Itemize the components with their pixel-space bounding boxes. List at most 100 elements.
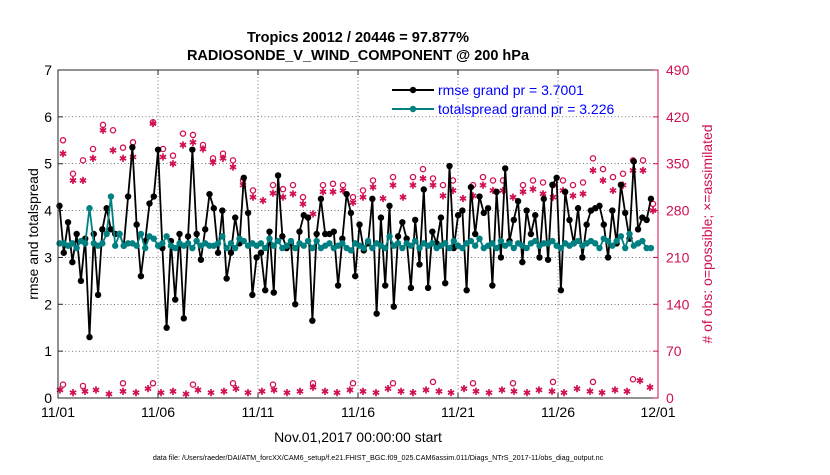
totalspread-point	[274, 237, 282, 245]
obs-assimilated-point	[269, 189, 277, 197]
rmse-point	[197, 256, 205, 263]
y-axis-label-left: rmse and totalspread	[25, 168, 41, 300]
obs-assimilated-stroke	[92, 387, 100, 393]
rmse-point	[124, 193, 132, 200]
totalspread-point	[399, 244, 406, 252]
obs-assimilated-point	[149, 119, 157, 128]
totalspread-point	[133, 242, 140, 249]
obs-assimilated-point	[609, 186, 617, 195]
rmse-point	[407, 284, 415, 292]
obs-possible-point	[329, 180, 337, 188]
rmse-point	[459, 207, 466, 214]
obs-assimilated-point	[59, 150, 67, 158]
rmse-point	[202, 226, 209, 233]
obs-assimilated-stroke	[207, 390, 215, 396]
obs-assimilated-stroke	[219, 155, 227, 161]
rmse-point	[347, 209, 355, 217]
totalspread-point	[506, 240, 513, 247]
obs-assimilated-stroke	[321, 388, 329, 394]
obs-assimilated-point	[499, 186, 507, 195]
obs-assimilated-stroke	[269, 190, 277, 196]
rmse-point	[232, 214, 239, 221]
obs-assimilated-point	[329, 188, 337, 196]
obs-assimilated-point	[389, 181, 397, 189]
obs-assimilated-stroke	[79, 177, 87, 183]
obs-assimilated-point	[459, 194, 467, 203]
obs-assimilated-point	[89, 154, 97, 162]
totalspread-point	[159, 240, 166, 247]
rmse-point	[403, 235, 410, 242]
totalspread-point	[193, 237, 200, 245]
obs-assimilated-point	[182, 390, 190, 398]
rmse-point	[604, 254, 612, 261]
x-tick-label: 11/11	[242, 404, 275, 420]
rmse-point	[304, 214, 312, 221]
rmse-point	[73, 230, 80, 238]
obs-assimilated-stroke	[447, 390, 455, 396]
totalspread-point	[107, 193, 115, 200]
obs-assimilated-point	[169, 160, 177, 168]
obs-assimilated-point	[586, 387, 594, 395]
totalspread-point	[103, 230, 110, 238]
totalspread-point	[326, 240, 333, 247]
obs-assimilated-stroke	[89, 155, 97, 161]
y-tick-label-left: 5	[44, 156, 52, 172]
y-tick-label-left: 0	[44, 390, 52, 406]
obs-assimilated-point	[523, 389, 531, 397]
obs-assimilated-stroke	[99, 127, 107, 133]
obs-possible-point	[59, 381, 67, 388]
obs-assimilated-stroke	[179, 142, 187, 148]
obs-assimilated-point	[207, 389, 215, 397]
obs-possible-point	[479, 173, 487, 181]
obs-assimilated-point	[296, 387, 304, 395]
totalspread-point	[407, 242, 415, 249]
rmse-point	[227, 249, 235, 256]
rmse-point	[86, 333, 93, 341]
totalspread-point	[626, 230, 633, 238]
obs-assimilated-stroke	[81, 388, 89, 394]
totalspread-point	[412, 237, 419, 245]
obs-assimilated-point	[409, 181, 417, 189]
obs-possible-point	[649, 200, 657, 208]
rmse-point	[180, 315, 187, 322]
rmse-point	[467, 183, 475, 191]
rmse-point	[206, 190, 213, 198]
obs-assimilated-stroke	[182, 391, 190, 397]
obs-possible-point	[389, 380, 397, 387]
rmse-point	[339, 235, 346, 242]
obs-assimilated-stroke	[144, 386, 152, 392]
obs-assimilated-stroke	[169, 388, 177, 394]
obs-assimilated-point	[81, 387, 89, 395]
obs-assimilated-point	[599, 176, 607, 185]
totalspread-point	[142, 244, 149, 252]
totalspread-point	[592, 240, 599, 247]
obs-assimilated-stroke	[346, 387, 354, 393]
obs-assimilated-point	[589, 166, 597, 175]
totalspread-point	[369, 244, 376, 252]
obs-possible-point	[189, 131, 197, 139]
totalspread-point	[86, 205, 93, 212]
obs-assimilated-stroke	[510, 388, 518, 394]
rmse-point	[476, 193, 483, 200]
obs-assimilated-point	[479, 181, 487, 189]
rmse-point	[454, 212, 462, 219]
obs-assimilated-stroke	[429, 182, 437, 188]
totalspread-point	[112, 242, 119, 249]
rmse-point	[519, 258, 526, 266]
obs-assimilated-point	[346, 386, 354, 394]
totalspread-point	[232, 244, 239, 252]
rmse-point	[574, 205, 582, 212]
obs-assimilated-stroke	[119, 155, 127, 161]
obs-assimilated-point	[157, 389, 165, 397]
obs-assimilated-stroke	[459, 195, 467, 202]
rmse-point	[270, 289, 277, 296]
y-tick-label-left: 7	[44, 62, 52, 78]
y-axis-label-right: # of obs: o=possible; ×=assimilated	[699, 124, 715, 343]
obs-assimilated-point	[560, 389, 568, 397]
obs-assimilated-point	[359, 387, 367, 395]
obs-assimilated-point	[399, 193, 407, 201]
x-tick-label: 11/01	[41, 404, 75, 420]
x-tick-label: 11/06	[141, 404, 175, 420]
y-tick-label-right: 0	[666, 390, 674, 406]
obs-possible-point	[589, 378, 597, 386]
